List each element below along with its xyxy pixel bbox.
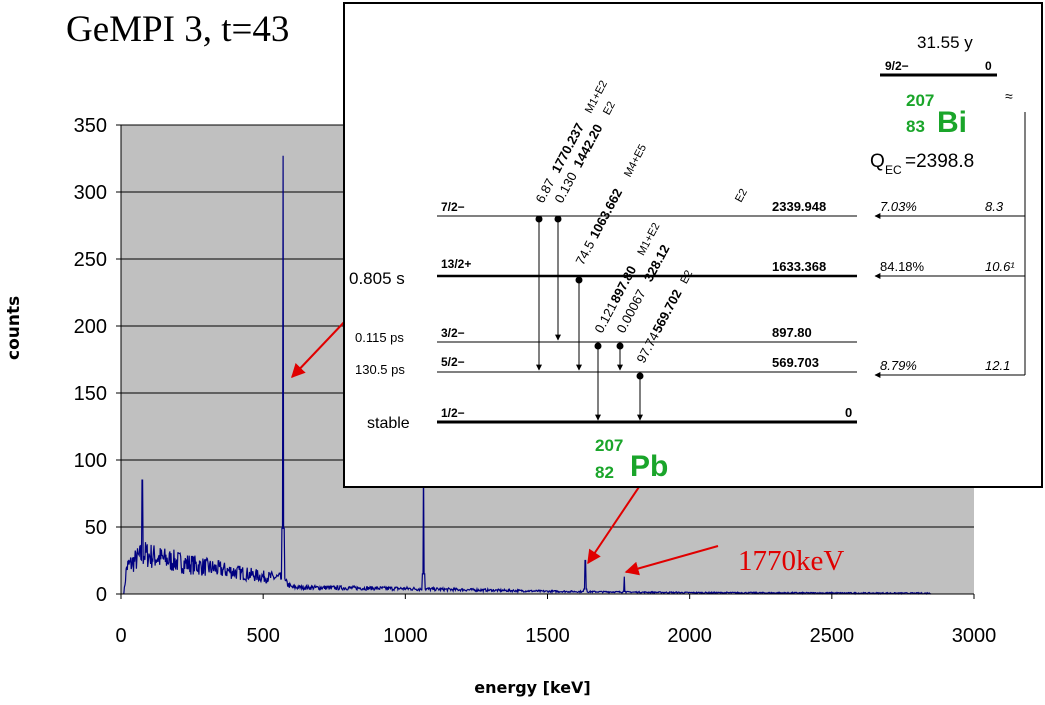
x-tick-label: 2500 — [810, 625, 855, 647]
level-5-2: 130.5 ps 5/2− 569.703 8.79% 12.1 — [355, 355, 1025, 378]
level-logft: 12.1 — [985, 358, 1010, 373]
chart-title: GeMPI 3, t=43 — [66, 9, 290, 50]
level-3-2: 0.115 ps 3/2− 897.80 — [355, 325, 857, 345]
level-energy: 1633.368 — [772, 259, 826, 274]
level-lifetime: 0.805 s — [349, 269, 405, 288]
peak-annotation-1770: 1770keV — [738, 545, 845, 577]
level-spin: 3/2− — [441, 326, 465, 340]
spectrum-line — [123, 155, 932, 596]
svg-text:569.702: 569.702 — [649, 287, 684, 336]
tick-labels: 0 50 100 150 200 250 300 350 0 500 1000 1500 2000 250… — [74, 115, 997, 647]
level-energy: 0 — [845, 405, 852, 420]
level-spin: 5/2− — [441, 355, 465, 369]
arrow-1770 — [624, 545, 719, 576]
svg-text:E2: E2 — [678, 268, 695, 286]
level-branch: 7.03% — [880, 199, 917, 214]
level-lifetime: 0.115 ps — [355, 330, 404, 345]
svg-text:1063.662: 1063.662 — [586, 186, 625, 241]
daughter-symbol: Pb — [630, 450, 668, 483]
svg-text:0.130: 0.130 — [551, 170, 580, 206]
level-branch: 8.79% — [880, 358, 917, 373]
svg-text:6.87: 6.87 — [532, 176, 557, 205]
transition-label-328-mult: E2 — [733, 187, 750, 205]
x-tick-label: 0 — [115, 625, 126, 647]
y-tick-label: 250 — [74, 249, 107, 271]
level-branch: 84.18% — [880, 259, 925, 274]
y-tick-label: 150 — [74, 383, 107, 405]
arrow-1633 — [587, 477, 646, 565]
transition-label-569: 97.74 569.702 E2 — [633, 268, 695, 366]
level-spin: 13/2+ — [441, 257, 471, 271]
x-tick-label: 1500 — [525, 625, 570, 647]
parent-spin: 9/2− — [885, 59, 909, 73]
svg-text:E2: E2 — [601, 100, 618, 118]
y-tick-label: 300 — [74, 182, 107, 204]
y-tick-label: 350 — [74, 115, 107, 137]
y-tick-label: 200 — [74, 316, 107, 338]
level-13-2: 0.805 s 13/2+ 1633.368 84.18% 10.6¹ — [349, 257, 1025, 288]
x-tick-label: 3000 — [952, 625, 997, 647]
x-axis-label: energy [keV] — [474, 678, 591, 697]
level-lifetime: 130.5 ps — [355, 362, 405, 377]
parent-z: 83 — [906, 117, 925, 136]
y-tick-label: 0 — [96, 584, 107, 606]
parent-symbol: Bi — [937, 106, 967, 139]
axes — [116, 124, 975, 599]
level-spin: 1/2− — [441, 406, 465, 420]
parent-energy: 0 — [985, 59, 992, 73]
decay-scheme-diagram: 31.55 y 9/2− 0 ≈ 207 83 Bi Q EC =2398.8 … — [349, 33, 1026, 483]
daughter-z: 82 — [595, 463, 614, 482]
break-mark: ≈ — [1005, 88, 1013, 104]
level-energy: 2339.948 — [772, 199, 826, 214]
level-spin: 7/2− — [441, 200, 465, 214]
x-tick-label: 1000 — [383, 625, 428, 647]
qec-label: Q — [870, 151, 885, 172]
qec-subscript: EC — [885, 163, 902, 177]
arrow-569 — [291, 317, 349, 379]
level-logft: 8.3 — [985, 199, 1004, 214]
x-tick-label: 500 — [246, 625, 279, 647]
qec-value: =2398.8 — [905, 151, 974, 172]
level-7-2: 7/2− 2339.948 7.03% 8.3 — [437, 199, 1025, 219]
daughter-mass: 207 — [595, 436, 623, 455]
level-logft: 10.6¹ — [985, 259, 1015, 274]
annotation-arrows — [291, 317, 719, 576]
level-energy: 897.80 — [772, 325, 812, 340]
parent-mass: 207 — [906, 91, 934, 110]
svg-text:97.74: 97.74 — [633, 330, 662, 366]
svg-text:74.5: 74.5 — [572, 238, 597, 267]
level-lifetime: stable — [367, 415, 410, 432]
x-tick-label: 2000 — [667, 625, 712, 647]
decay-scheme-inset: 31.55 y 9/2− 0 ≈ 207 83 Bi Q EC =2398.8 … — [343, 2, 1043, 488]
level-energy: 569.703 — [772, 355, 819, 370]
y-axis-label: counts — [4, 295, 24, 360]
transition-arrows — [536, 219, 643, 421]
y-tick-label: 50 — [85, 517, 107, 539]
y-tick-label: 100 — [74, 450, 107, 472]
parent-halflife: 31.55 y — [917, 33, 973, 52]
level-ground: stable 1/2− 0 — [367, 405, 857, 432]
svg-text:M4+E5: M4+E5 — [622, 142, 649, 179]
